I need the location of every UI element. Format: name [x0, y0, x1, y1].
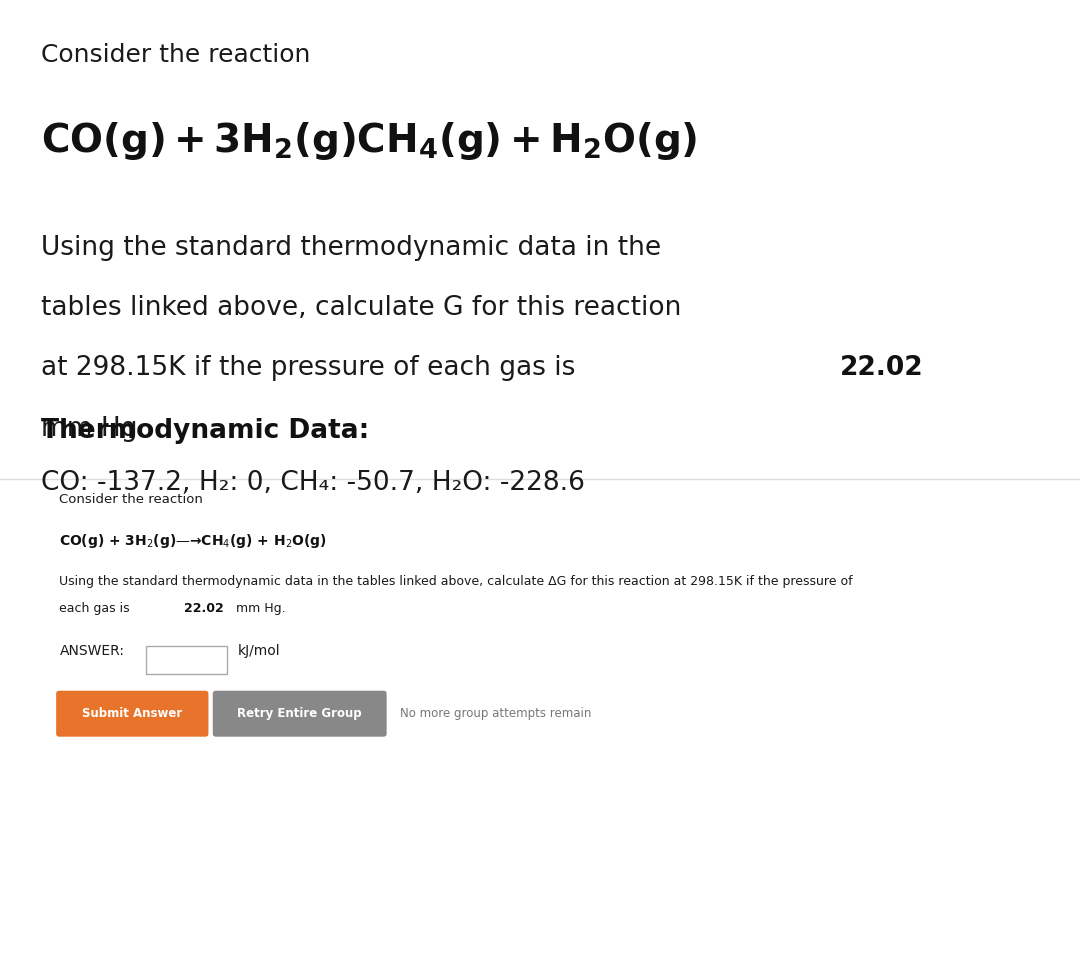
Text: kJ/mol: kJ/mol: [238, 644, 280, 658]
Text: CO: -137.2, H₂: 0, CH₄: -50.7, H₂O: -228.6: CO: -137.2, H₂: 0, CH₄: -50.7, H₂O: -228…: [41, 470, 585, 496]
Text: Submit Answer: Submit Answer: [82, 707, 183, 720]
Text: $\mathbf{CO(g) + 3H_2(g)CH_4(g) + H_2O(g)}$: $\mathbf{CO(g) + 3H_2(g)CH_4(g) + H_2O(g…: [41, 120, 698, 162]
Text: Consider the reaction: Consider the reaction: [41, 43, 310, 67]
Text: tables linked above, calculate G for this reaction: tables linked above, calculate G for thi…: [41, 295, 681, 321]
Text: mm Hg.: mm Hg.: [41, 416, 146, 442]
FancyBboxPatch shape: [213, 691, 387, 737]
FancyBboxPatch shape: [146, 646, 227, 674]
Text: at 298.15K if the pressure of each gas is: at 298.15K if the pressure of each gas i…: [41, 355, 584, 381]
Text: Using the standard thermodynamic data in the tables linked above, calculate ΔG f: Using the standard thermodynamic data in…: [59, 575, 853, 588]
FancyBboxPatch shape: [56, 691, 208, 737]
Text: CO(g) + 3H$_2$(g)—→CH$_4$(g) + H$_2$O(g): CO(g) + 3H$_2$(g)—→CH$_4$(g) + H$_2$O(g): [59, 532, 327, 550]
Text: Using the standard thermodynamic data in the: Using the standard thermodynamic data in…: [41, 235, 661, 261]
Text: Retry Entire Group: Retry Entire Group: [238, 707, 362, 720]
Text: No more group attempts remain: No more group attempts remain: [400, 707, 591, 720]
Text: each gas is: each gas is: [59, 602, 134, 615]
Text: Thermodynamic Data:: Thermodynamic Data:: [41, 418, 369, 444]
Text: 22.02: 22.02: [840, 355, 923, 381]
Text: mm Hg.: mm Hg.: [232, 602, 286, 615]
Text: 22.02: 22.02: [184, 602, 224, 615]
Text: Consider the reaction: Consider the reaction: [59, 493, 203, 507]
Text: ANSWER:: ANSWER:: [59, 644, 124, 658]
